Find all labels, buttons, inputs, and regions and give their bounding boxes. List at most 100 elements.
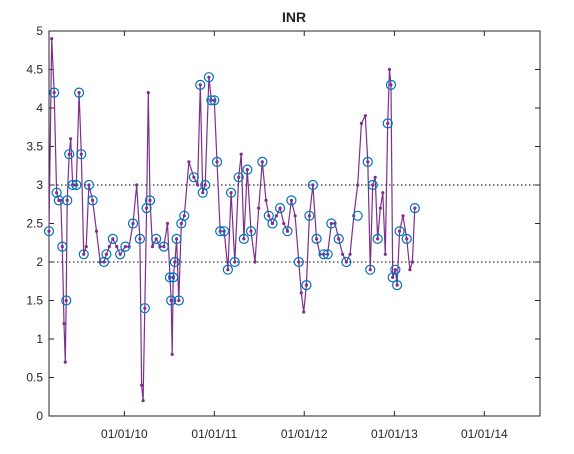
inr-circle-marker bbox=[87, 195, 98, 206]
inr-data-point bbox=[413, 206, 417, 210]
inr-data-point bbox=[363, 114, 367, 118]
inr-data-point bbox=[131, 221, 135, 226]
inr-circle-marker bbox=[144, 195, 156, 206]
inr-circle-marker bbox=[211, 156, 223, 167]
inr-circle-marker bbox=[326, 218, 337, 229]
inr-data-point bbox=[270, 221, 275, 226]
inr-data-point bbox=[135, 183, 139, 187]
inr-data-point bbox=[104, 252, 109, 256]
plot-area: 0 0.5 1 1.5 2 2.5 3 3.5 4 4.5 5 01/01/10 01/01/11 01/… bbox=[26, 24, 541, 441]
inr-circle-marker bbox=[301, 280, 312, 291]
inr-circle-marker bbox=[390, 264, 401, 275]
inr-circle-marker bbox=[274, 203, 286, 214]
inr-data-point bbox=[366, 160, 370, 164]
inr-data-point bbox=[314, 237, 319, 241]
inr-data-point bbox=[212, 98, 216, 102]
inr-data-point bbox=[410, 260, 414, 264]
y-tick-label: 3 bbox=[36, 178, 43, 192]
inr-data-point bbox=[102, 260, 106, 264]
inr-circle-marker bbox=[233, 172, 244, 183]
inr-data-point bbox=[123, 245, 127, 249]
inr-data-point bbox=[381, 191, 385, 195]
inr-data-point bbox=[344, 260, 348, 264]
inr-data-point bbox=[62, 322, 66, 326]
y-tick-label: 4 bbox=[36, 101, 43, 115]
inr-data-point bbox=[107, 245, 111, 249]
inr-data-point bbox=[274, 214, 278, 218]
inr-data-point bbox=[401, 214, 405, 218]
inr-circle-marker bbox=[219, 226, 230, 237]
inr-circle-marker bbox=[49, 87, 60, 98]
inr-data-point bbox=[169, 298, 173, 303]
x-tick-label: 01/01/13 bbox=[371, 427, 418, 441]
inr-circle-marker bbox=[409, 203, 420, 214]
y-tick-label: 0.5 bbox=[26, 371, 43, 385]
inr-circle-marker bbox=[333, 233, 344, 244]
inr-data-point bbox=[376, 237, 380, 241]
inr-circle-marker bbox=[166, 295, 177, 306]
inr-data-point bbox=[387, 67, 392, 72]
inr-data-point bbox=[383, 252, 387, 256]
inr-circle-marker bbox=[197, 187, 208, 198]
inr-circle-marker bbox=[139, 303, 150, 314]
inr-data-point bbox=[77, 91, 81, 95]
inr-data-point bbox=[229, 191, 233, 195]
inr-circle-marker bbox=[51, 187, 62, 198]
inr-data-point bbox=[192, 175, 196, 179]
inr-circle-marker bbox=[67, 179, 78, 191]
inr-circle-marker bbox=[322, 249, 333, 260]
inr-circle-marker bbox=[158, 241, 169, 252]
inr-circle-marker bbox=[200, 179, 211, 191]
inr-data-point bbox=[282, 221, 286, 226]
inr-circle-marker bbox=[318, 249, 329, 260]
inr-circle-marker bbox=[365, 264, 376, 275]
inr-circle-marker bbox=[64, 149, 75, 160]
inr-data-point bbox=[179, 221, 183, 226]
inr-circle-marker bbox=[307, 179, 318, 191]
inr-data-point bbox=[111, 237, 115, 241]
inr-circle-marker bbox=[367, 179, 378, 191]
inr-data-point bbox=[389, 83, 393, 87]
y-tick-label: 4.5 bbox=[26, 63, 43, 77]
inr-circle-marker bbox=[71, 179, 82, 191]
inr-data-point bbox=[253, 260, 257, 264]
inr-circle-marker bbox=[120, 241, 131, 252]
inr-circle-marker bbox=[43, 226, 55, 237]
inr-data-point bbox=[337, 237, 341, 241]
inr-data-point bbox=[154, 237, 158, 241]
inr-data-point bbox=[359, 121, 363, 125]
inr-data-point bbox=[395, 283, 399, 287]
x-tick-label: 01/01/10 bbox=[101, 427, 148, 441]
inr-circle-marker bbox=[293, 256, 304, 268]
inr-data-point bbox=[386, 121, 390, 125]
inr-circle-marker bbox=[286, 195, 297, 206]
x-tick-label: 01/01/14 bbox=[461, 427, 508, 441]
inr-data-point bbox=[393, 268, 397, 272]
inr-data-point bbox=[329, 221, 333, 226]
inr-data-point bbox=[162, 245, 166, 249]
inr-data-point bbox=[150, 245, 155, 249]
inr-data-point bbox=[140, 383, 144, 387]
inr-data-point bbox=[239, 152, 243, 156]
inr-data-point bbox=[348, 252, 352, 256]
inr-data-point bbox=[285, 229, 290, 233]
inr-circle-marker bbox=[169, 256, 180, 268]
inr-data-point bbox=[198, 83, 202, 87]
inr-data-point bbox=[391, 275, 395, 279]
inr-circle-marker bbox=[352, 210, 363, 221]
inr-circle-marker bbox=[372, 233, 383, 244]
inr-circle-marker bbox=[173, 295, 184, 306]
inr-data-point bbox=[260, 160, 264, 164]
inr-data-point bbox=[293, 214, 297, 218]
inr-circle-marker bbox=[267, 218, 278, 229]
inr-data-point bbox=[373, 175, 377, 179]
inr-data-point bbox=[371, 183, 375, 187]
inr-circle-marker bbox=[209, 95, 220, 106]
inr-data-point bbox=[201, 191, 205, 195]
inr-data-point bbox=[408, 268, 412, 272]
inr-data-point bbox=[242, 237, 246, 241]
inr-data-point bbox=[203, 183, 207, 187]
inr-circle-marker bbox=[225, 187, 237, 198]
